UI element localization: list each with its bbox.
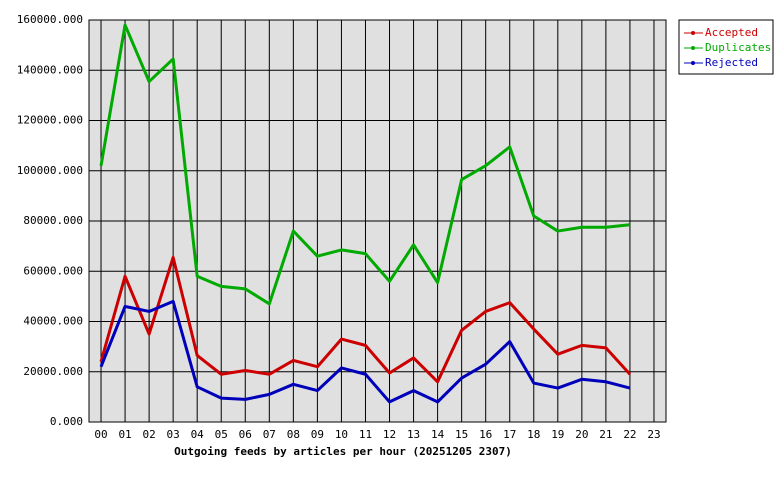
x-tick-label: 10 — [335, 428, 348, 441]
y-tick-label: 140000.000 — [17, 63, 83, 76]
y-tick-label: 20000.000 — [23, 365, 83, 378]
legend-label: Rejected — [705, 56, 758, 69]
x-tick-label: 18 — [527, 428, 540, 441]
x-tick-label: 02 — [142, 428, 155, 441]
x-tick-label: 19 — [551, 428, 564, 441]
x-tick-label: 11 — [359, 428, 372, 441]
x-tick-label: 09 — [311, 428, 324, 441]
x-tick-label: 23 — [647, 428, 660, 441]
x-tick-label: 13 — [407, 428, 420, 441]
x-tick-label: 21 — [599, 428, 612, 441]
x-tick-label: 01 — [118, 428, 131, 441]
y-tick-label: 120000.000 — [17, 114, 83, 127]
x-tick-label: 16 — [479, 428, 492, 441]
y-tick-label: 100000.000 — [17, 164, 83, 177]
x-tick-label: 05 — [215, 428, 228, 441]
x-tick-label: 04 — [191, 428, 205, 441]
y-tick-label: 60000.000 — [23, 264, 83, 277]
x-tick-label: 06 — [239, 428, 252, 441]
legend-marker — [691, 46, 695, 50]
series-line — [99, 299, 631, 404]
plot-border — [88, 19, 667, 423]
legend-marker — [691, 31, 695, 35]
x-tick-label: 17 — [503, 428, 516, 441]
x-tick-label: 07 — [263, 428, 276, 441]
y-tick-label: 160000.000 — [17, 13, 83, 26]
x-tick-label: 15 — [455, 428, 468, 441]
x-axis-label: Outgoing feeds by articles per hour (202… — [174, 445, 512, 458]
series-line — [99, 23, 631, 306]
legend-label: Accepted — [705, 26, 758, 39]
x-tick-label: 14 — [431, 428, 445, 441]
legend-marker — [691, 61, 695, 65]
y-tick-label: 0.000 — [50, 415, 83, 428]
y-tick-label: 40000.000 — [23, 315, 83, 328]
x-tick-label: 12 — [383, 428, 396, 441]
y-tick-label: 80000.000 — [23, 214, 83, 227]
x-tick-label: 20 — [575, 428, 588, 441]
legend-label: Duplicates — [705, 41, 771, 54]
x-tick-label: 22 — [623, 428, 636, 441]
x-tick-label: 08 — [287, 428, 300, 441]
series-line — [99, 255, 632, 384]
x-tick-label: 00 — [94, 428, 107, 441]
x-tick-label: 03 — [167, 428, 180, 441]
